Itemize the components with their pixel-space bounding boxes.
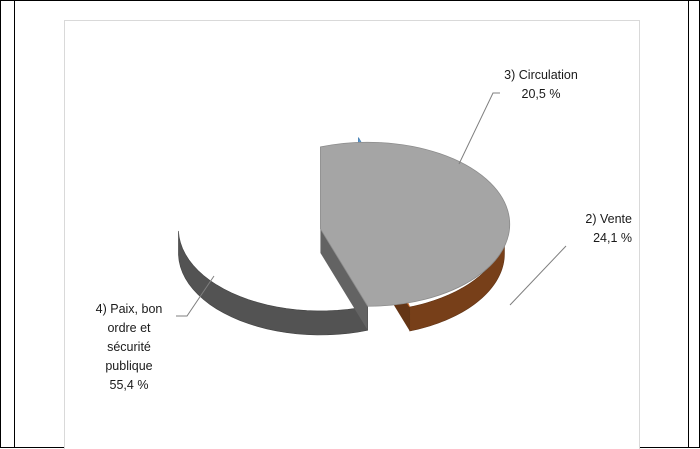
slice-wall-4 xyxy=(178,230,368,336)
leader-circulation xyxy=(458,92,500,165)
label-circulation: 3) Circulation 20,5 % xyxy=(486,66,596,104)
label-vente-value: 24,1 % xyxy=(593,231,632,245)
slice-4 xyxy=(320,141,511,307)
label-circulation-value: 20,5 % xyxy=(521,87,561,101)
label-paix-line1: 4) Paix, bon xyxy=(95,302,163,316)
label-paix-value: 55,4 % xyxy=(109,378,149,392)
leader-paix xyxy=(176,275,215,317)
frame-rule-right xyxy=(688,0,689,448)
leader-vente xyxy=(509,245,567,306)
slice-cut-4-0 xyxy=(320,228,368,331)
label-paix-line3: sécurité xyxy=(107,340,151,354)
frame-rule-left xyxy=(14,0,15,448)
label-paix-line2: ordre et xyxy=(107,321,151,335)
label-paix-line4: publique xyxy=(105,359,153,373)
label-paix: 4) Paix, bon ordre et sécurité publique … xyxy=(80,300,178,395)
label-circulation-name: 3) Circulation xyxy=(504,68,578,82)
label-vente: 2) Vente 24,1 % xyxy=(548,210,632,248)
label-vente-name: 2) Vente xyxy=(585,212,632,226)
